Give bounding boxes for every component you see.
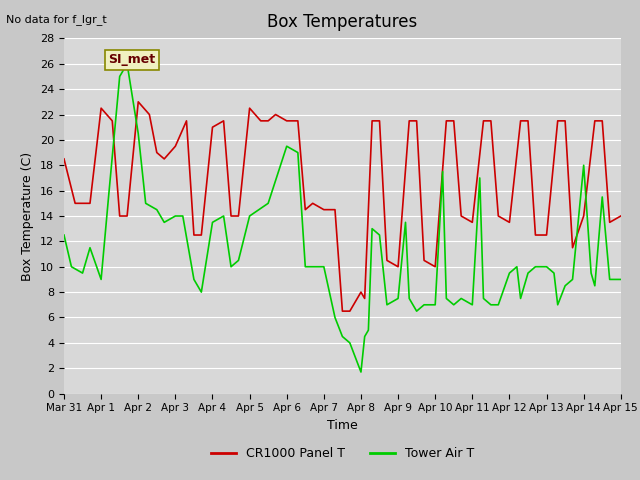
Title: Box Temperatures: Box Temperatures — [268, 13, 417, 31]
Legend: CR1000 Panel T, Tower Air T: CR1000 Panel T, Tower Air T — [206, 443, 479, 466]
Text: No data for f_lgr_t: No data for f_lgr_t — [6, 14, 107, 25]
X-axis label: Time: Time — [327, 419, 358, 432]
Y-axis label: Box Temperature (C): Box Temperature (C) — [22, 151, 35, 281]
Text: SI_met: SI_met — [109, 53, 156, 66]
